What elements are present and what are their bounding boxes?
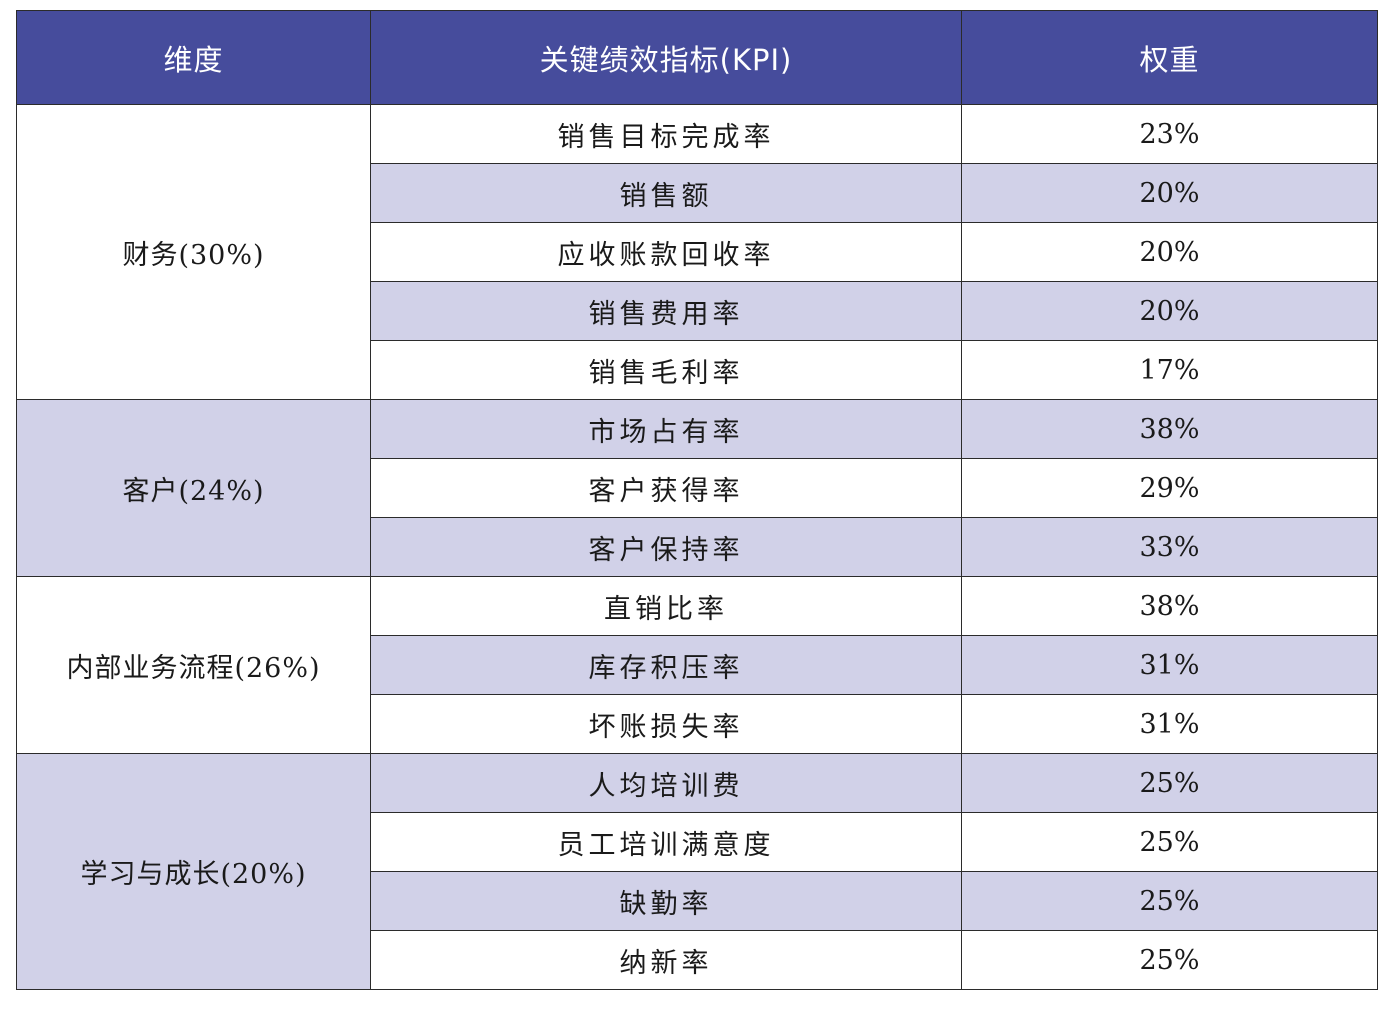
kpi-cell: 客户保持率 — [370, 517, 962, 577]
table-row: 学习与成长(20%) 人均培训费 25% — [16, 753, 1378, 990]
table-row: 客户(24%) 市场占有率 38% — [16, 399, 1378, 577]
kpi-cell: 应收账款回收率 — [370, 222, 962, 282]
weight-cell: 20% — [961, 163, 1378, 223]
kpi-cell: 直销比率 — [370, 576, 962, 636]
weight-cell: 20% — [961, 222, 1378, 282]
table-row: 缺勤率 25% — [17, 871, 1378, 931]
kpi-cell: 销售毛利率 — [370, 340, 962, 400]
dimension-cell-finance: 财务(30%) — [16, 104, 371, 400]
kpi-cell: 人均培训费 — [370, 753, 962, 813]
weight-cell: 38% — [961, 399, 1378, 459]
kpi-cell: 销售额 — [370, 163, 962, 223]
table-row: 客户保持率 33% — [17, 517, 1378, 577]
dimension-cell-customer: 客户(24%) — [16, 399, 371, 577]
kpi-cell: 市场占有率 — [370, 399, 962, 459]
header-kpi: 关键绩效指标(KPI) — [370, 10, 962, 105]
kpi-cell: 库存积压率 — [370, 635, 962, 695]
kpi-cell: 客户获得率 — [370, 458, 962, 518]
table-body: 财务(30%) 销售目标完成率 23% 销售额 20% 应收账款回收率 20% … — [16, 104, 1378, 990]
table-row: 财务(30%) 销售目标完成率 23% — [16, 104, 1378, 400]
header-row: 维度 关键绩效指标(KPI) 权重 — [16, 10, 1378, 105]
weight-cell: 25% — [961, 871, 1378, 931]
dimension-cell-internal-process: 内部业务流程(26%) — [16, 576, 371, 754]
table-header: 维度 关键绩效指标(KPI) 权重 — [16, 10, 1378, 105]
weight-cell: 38% — [961, 576, 1378, 636]
table-row: 库存积压率 31% — [17, 635, 1378, 695]
weight-cell: 31% — [961, 694, 1378, 754]
weight-cell: 29% — [961, 458, 1378, 518]
header-dimension: 维度 — [16, 10, 371, 105]
kpi-cell: 纳新率 — [370, 930, 962, 990]
table-row: 销售费用率 20% — [17, 281, 1378, 341]
table-row: 销售额 20% — [17, 163, 1378, 223]
table-row: 纳新率 25% — [17, 930, 1378, 990]
kpi-cell: 缺勤率 — [370, 871, 962, 931]
kpi-cell: 销售目标完成率 — [370, 104, 962, 164]
kpi-cell: 坏账损失率 — [370, 694, 962, 754]
kpi-cell: 销售费用率 — [370, 281, 962, 341]
weight-cell: 20% — [961, 281, 1378, 341]
weight-cell: 25% — [961, 753, 1378, 813]
weight-cell: 25% — [961, 930, 1378, 990]
weight-cell: 33% — [961, 517, 1378, 577]
weight-cell: 31% — [961, 635, 1378, 695]
table-row: 客户获得率 29% — [17, 458, 1378, 518]
dimension-cell-learning-growth: 学习与成长(20%) — [16, 753, 371, 990]
header-weight: 权重 — [961, 10, 1378, 105]
kpi-weight-table: 维度 关键绩效指标(KPI) 权重 财务(30%) 销售目标完成率 23% 销售… — [16, 10, 1378, 990]
table-row: 内部业务流程(26%) 直销比率 38% — [16, 576, 1378, 754]
weight-cell: 23% — [961, 104, 1378, 164]
weight-cell: 17% — [961, 340, 1378, 400]
weight-cell: 25% — [961, 812, 1378, 872]
kpi-cell: 员工培训满意度 — [370, 812, 962, 872]
table-row: 销售毛利率 17% — [17, 340, 1378, 400]
